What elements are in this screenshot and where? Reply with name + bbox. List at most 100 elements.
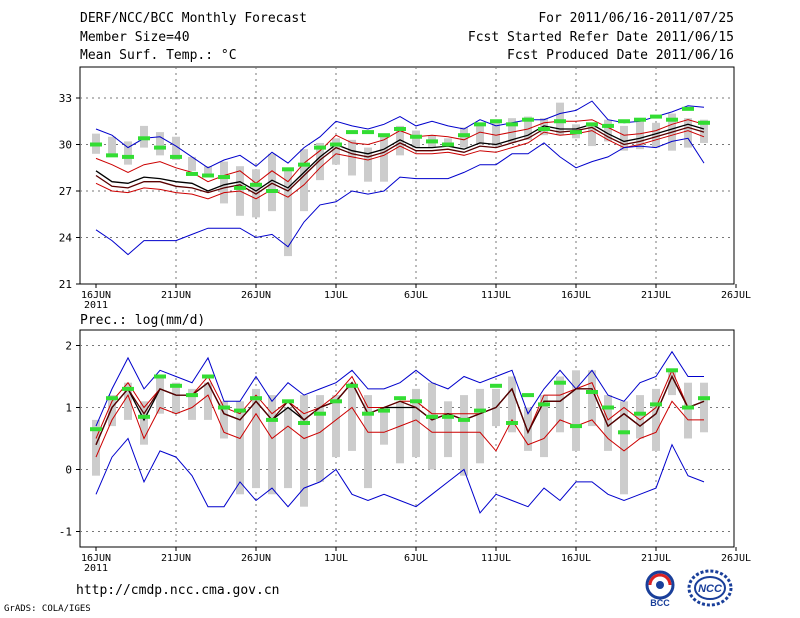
spread-bar [364, 147, 372, 182]
spread-bar [316, 142, 324, 181]
spread-bar [268, 395, 276, 495]
x-tick-label: 21JUL [641, 553, 671, 564]
variable-label: Mean Surf. Temp.: °C [80, 48, 237, 63]
x-tick-label: 16JUL [561, 290, 591, 301]
observed-marker [186, 171, 198, 176]
observed-marker [106, 153, 118, 158]
observed-marker [266, 189, 278, 193]
spread-bar [444, 138, 452, 147]
spread-bar [460, 395, 468, 476]
x-tick-label: 6JUL [404, 553, 428, 564]
spread-bar [396, 125, 404, 156]
x-tick-label: 11JUL [481, 290, 511, 301]
spread-bar [540, 118, 548, 136]
y-tick-label: -1 [59, 526, 72, 539]
forecast-period: For 2011/06/16-2011/07/25 [538, 11, 734, 26]
spread-bar [652, 388, 660, 451]
y-tick-label: 0 [65, 464, 72, 477]
spread-bar [636, 119, 644, 150]
x-tick-label: 26JUL [721, 553, 751, 564]
y-tick-label: 27 [59, 185, 72, 198]
series-line-mean [95, 123, 705, 192]
observed-marker [186, 393, 198, 398]
svg-text:NCC: NCC [698, 583, 723, 595]
spread-bar [652, 122, 660, 148]
series-line-min [95, 437, 705, 514]
spread-bar [412, 130, 420, 148]
spread-bar [108, 395, 116, 427]
source-url[interactable]: http://cmdp.ncc.cma.gov.cn [76, 583, 280, 598]
observed-marker [426, 414, 438, 419]
spread-bar [348, 139, 356, 176]
observed-marker [586, 122, 598, 127]
x-tick-label: 16JUL [561, 553, 591, 564]
x-tick-label: 26JUL [721, 290, 751, 301]
observed-marker [570, 424, 582, 429]
spread-bar [92, 419, 100, 476]
observed-marker [122, 154, 134, 159]
panel-temp: 16JUN 21JUN 26JUN 1JUL 6JUL 11JUL 16JUL 21JUL 26… [59, 66, 751, 311]
observed-marker [346, 383, 358, 388]
observed-marker [154, 374, 166, 379]
spread-bar [572, 370, 580, 451]
observed-marker [378, 133, 390, 138]
observed-marker [650, 114, 662, 119]
spread-bar [444, 401, 452, 458]
observed-marker [602, 123, 614, 128]
observed-marker [426, 139, 438, 144]
observed-marker [362, 130, 374, 135]
observed-marker [346, 130, 358, 135]
x-tick-label: 11JUL [481, 553, 511, 564]
observed-marker [682, 106, 694, 111]
observed-marker [330, 399, 342, 404]
spread-bar [348, 382, 356, 451]
spread-bar [300, 395, 308, 507]
spread-bar [620, 401, 628, 495]
panel-precip: 16JUN 21JUN 26JUN 1JUL 6JUL 11JUL 16JUL 21JUL 26… [59, 313, 751, 574]
observed-marker [618, 119, 630, 124]
observed-marker [698, 396, 710, 401]
observed-marker [458, 417, 470, 422]
x-tick-label: 1JUL [324, 553, 348, 564]
spread-bar [508, 376, 516, 433]
spread-bar [636, 395, 644, 439]
y-tick-label: 1 [65, 402, 72, 415]
observed-marker [298, 421, 310, 425]
observed-marker [394, 127, 406, 131]
observed-marker [410, 399, 422, 404]
observed-marker [218, 175, 230, 180]
observed-marker [618, 430, 630, 435]
plot-frame [79, 66, 735, 285]
observed-marker [682, 405, 694, 410]
spread-bar [540, 395, 548, 458]
spread-bar [556, 102, 564, 136]
spread-bar [172, 382, 180, 414]
spread-bar [252, 388, 260, 489]
observed-marker [650, 402, 662, 407]
spread-bar [700, 382, 708, 433]
spread-bar [204, 382, 212, 420]
observed-marker [362, 411, 374, 416]
spread-bar [476, 124, 484, 145]
started-refer-date: Fcst Started Refer Date 2011/06/15 [467, 30, 734, 45]
y-tick-label: 2 [65, 340, 72, 353]
spread-bar [460, 127, 468, 148]
observed-marker [154, 145, 166, 150]
y-tick-label: 30 [59, 139, 72, 152]
observed-marker [314, 411, 326, 416]
observed-marker [218, 405, 230, 410]
observed-marker [282, 167, 294, 172]
spread-bar [412, 388, 420, 458]
observed-marker [506, 421, 518, 425]
y-tick-label: 21 [59, 278, 72, 291]
observed-marker [474, 408, 486, 413]
spread-bar [588, 370, 596, 427]
spread-bar [700, 119, 708, 143]
series-line-p10 [95, 393, 704, 458]
observed-marker [170, 154, 182, 159]
observed-marker [202, 374, 214, 379]
x-tick-label: 16JUN [81, 290, 111, 301]
spread-bar [396, 401, 404, 464]
observed-marker [490, 119, 502, 124]
spread-bar [156, 132, 164, 156]
